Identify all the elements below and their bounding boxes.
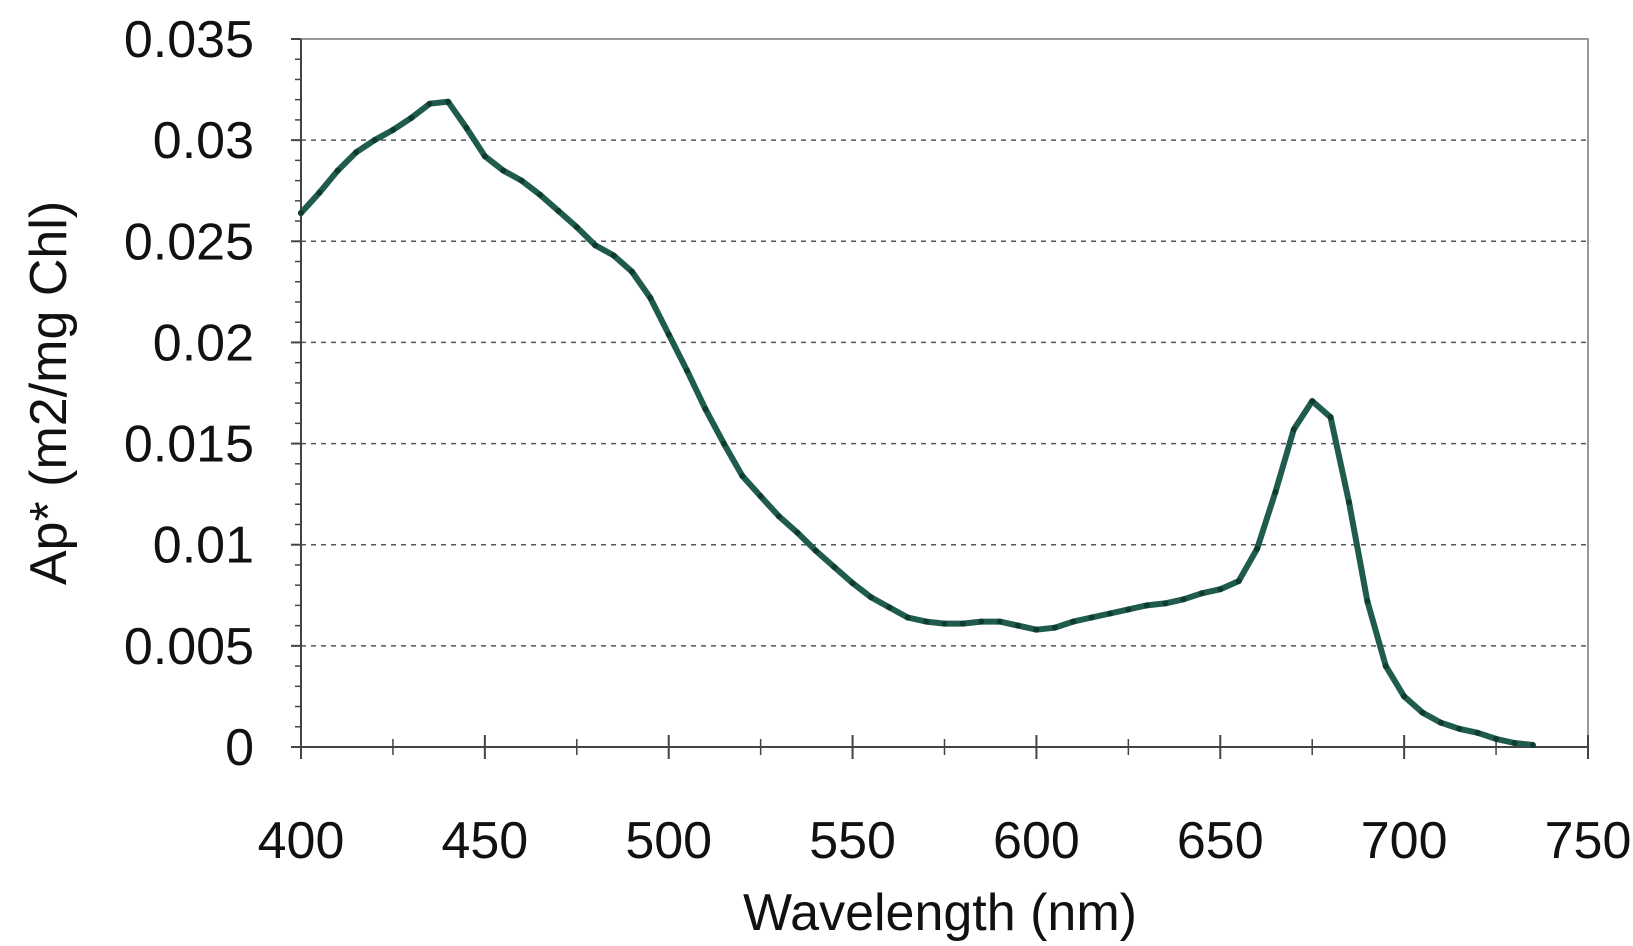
data-point [426,100,433,107]
data-point [555,207,562,214]
data-point [702,406,709,413]
data-point [1015,622,1022,629]
data-point [334,167,341,174]
x-tick-label: 750 [1545,812,1632,870]
y-tick-label: 0.015 [124,416,254,474]
data-point [794,529,801,536]
data-point [904,614,911,621]
data-point [849,580,856,587]
data-point [1217,586,1224,593]
data-point [1493,735,1500,742]
y-tick-label: 0 [225,719,254,777]
tick-marks [291,38,1589,759]
data-point [647,294,654,301]
data-point [1327,414,1334,421]
data-point [1162,600,1169,607]
data-point [445,98,452,105]
data-point [1088,614,1095,621]
data-point [592,242,599,249]
data-point [978,618,985,625]
data-point [573,224,580,231]
series-group [298,98,1536,748]
x-tick-label: 600 [993,812,1080,870]
y-tick-label: 0.025 [124,213,254,271]
data-point [720,440,727,447]
data-point [463,125,470,132]
data-point [1235,578,1242,585]
x-tick-label: 500 [625,812,712,870]
data-point [1401,693,1408,700]
data-point [739,472,746,479]
data-point [500,167,507,174]
data-point [1125,606,1132,613]
data-point [371,137,378,144]
x-tick-label: 450 [441,812,528,870]
data-point [1345,499,1352,506]
data-point [757,493,764,500]
data-point [886,604,893,611]
data-point [408,114,415,121]
data-point [1272,489,1279,496]
data-point [610,252,617,259]
y-axis-title: Ap* (m2/mg Chl) [20,201,78,585]
data-point [389,127,396,134]
data-point [1180,596,1187,603]
data-point [1070,618,1077,625]
data-point [1198,590,1205,597]
data-point [537,191,544,198]
data-point [1051,624,1058,631]
data-point [1529,741,1536,748]
data-point [1474,729,1481,736]
x-axis-title: Wavelength (nm) [743,884,1137,942]
data-point [1511,739,1518,746]
data-point [867,594,874,601]
y-tick-label: 0.01 [153,517,254,575]
data-point [353,149,360,156]
data-point [959,620,966,627]
data-point [665,331,672,338]
data-point [776,513,783,520]
y-tick-label: 0.02 [153,314,254,372]
data-point [684,367,691,374]
data-point [1382,663,1389,670]
data-point [1254,545,1261,552]
data-point [628,268,635,275]
data-point [298,209,304,216]
plot-frame [300,38,1589,748]
data-point [923,618,930,625]
data-point [1419,709,1426,716]
data-point [518,177,525,184]
gridlines [301,139,1588,647]
y-tick-labels: 0 0.005 0.01 0.015 0.02 0.025 0.03 0.035 [124,11,254,777]
x-tick-label: 400 [258,812,345,870]
data-point [1437,719,1444,726]
data-point [996,618,1003,625]
data-point [831,563,838,570]
data-point [941,620,948,627]
data-point [1106,610,1113,617]
data-point [1309,398,1316,405]
data-point [1456,725,1463,732]
data-point [1364,598,1371,605]
x-tick-label: 650 [1177,812,1264,870]
x-tick-label: 550 [809,812,896,870]
data-point [812,547,819,554]
data-point [1033,626,1040,633]
series-line [298,98,1536,748]
data-point [481,153,488,160]
data-point [1143,602,1150,609]
y-tick-label: 0.005 [124,618,254,676]
y-tick-label: 0.03 [153,112,254,170]
data-point [316,189,323,196]
data-point [1290,426,1297,433]
x-tick-label: 700 [1361,812,1448,870]
x-tick-labels: 400 450 500 550 600 650 700 750 [258,812,1632,870]
y-tick-label: 0.035 [124,11,254,69]
